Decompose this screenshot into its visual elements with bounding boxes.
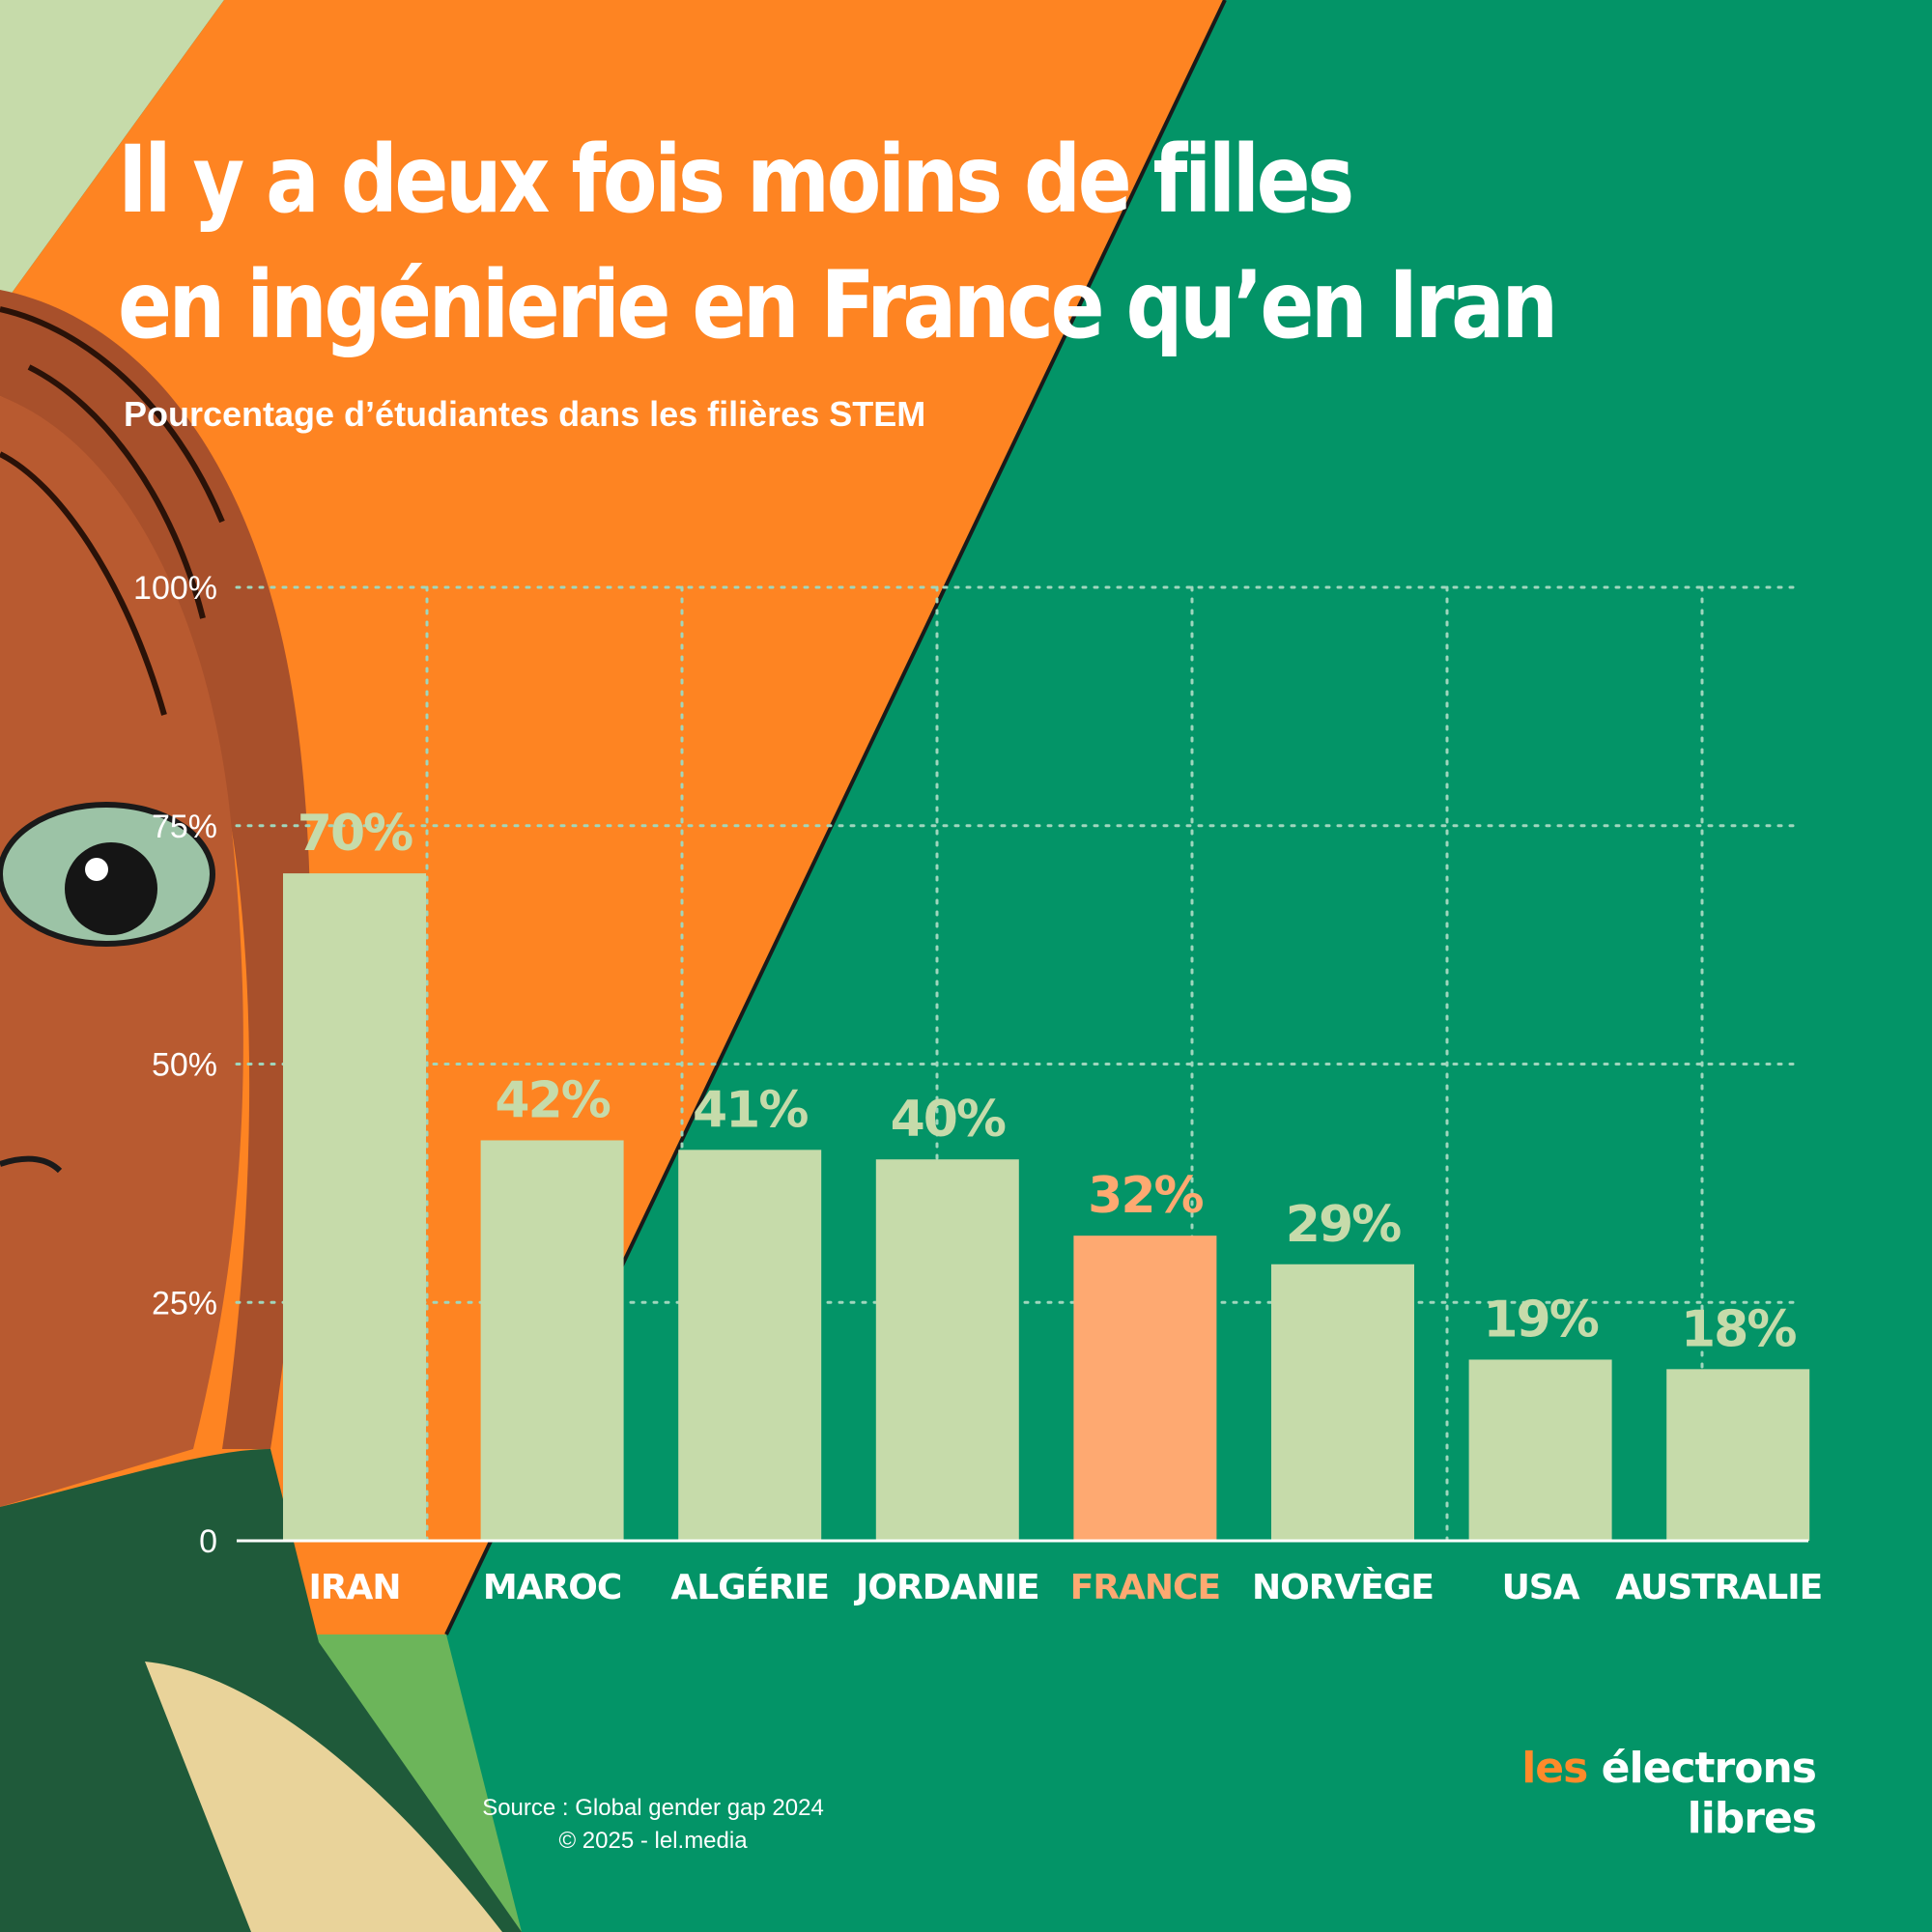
y-tick-label: 100%: [133, 570, 217, 607]
bar-2: [678, 1150, 822, 1541]
title-line-2: en ingénierie en France qu’en Iran: [118, 251, 1558, 359]
bar-6: [1468, 1359, 1612, 1541]
illustrated-girl: [0, 290, 522, 1932]
y-axis-ticks: 0 25% 50% 75% 100%: [133, 570, 217, 1560]
y-tick-label: 25%: [152, 1285, 217, 1321]
value-label: 40%: [891, 1091, 1006, 1149]
x-axis-label: IRAN: [308, 1568, 400, 1607]
logo-word-les: les: [1521, 1744, 1588, 1793]
title-line-1: Il y a deux fois moins de filles: [118, 126, 1354, 234]
bar-7: [1666, 1369, 1810, 1541]
value-label: 41%: [693, 1081, 808, 1139]
x-axis-label: AUSTRALIE: [1615, 1568, 1822, 1607]
value-label: 42%: [495, 1071, 610, 1129]
source-text: Source : Global gender gap 2024: [482, 1795, 824, 1821]
subtitle: Pourcentage d’étudiantes dans les filièr…: [124, 394, 926, 434]
value-label: 29%: [1286, 1196, 1401, 1254]
value-label: 18%: [1681, 1300, 1796, 1358]
bar-0: [283, 873, 426, 1541]
x-axis-label: JORDANIE: [853, 1568, 1039, 1607]
y-tick-label: 50%: [152, 1047, 217, 1084]
source-note: Source : Global gender gap 2024 © 2025 -…: [460, 1792, 846, 1858]
logo-line-1: les électrons: [1488, 1744, 1817, 1794]
x-axis-label: ALGÉRIE: [670, 1567, 829, 1607]
bar-4: [1073, 1236, 1217, 1541]
brand-logo: les électrons libres: [1488, 1744, 1817, 1844]
y-tick-label: 0: [199, 1523, 217, 1560]
bar-3: [875, 1159, 1019, 1541]
x-axis-label: MAROC: [483, 1568, 621, 1607]
logo-word-libres: libres: [1687, 1794, 1817, 1843]
value-label: 70%: [298, 805, 412, 863]
copyright-text: © 2025 - lel.media: [558, 1828, 748, 1854]
x-axis-label: FRANCE: [1070, 1568, 1220, 1607]
bar-5: [1271, 1264, 1414, 1541]
value-label: 19%: [1483, 1291, 1598, 1349]
value-labels: 70% 42% 41% 40% 32% 29% 19% 18%: [298, 805, 1799, 1358]
x-axis-label: USA: [1502, 1568, 1580, 1607]
value-label: 32%: [1088, 1167, 1203, 1225]
logo-word-electrons: électrons: [1601, 1744, 1817, 1793]
bars: [283, 873, 1810, 1541]
y-tick-label: 75%: [152, 809, 217, 845]
bar-1: [480, 1140, 624, 1541]
x-axis-labels: IRAN MAROC ALGÉRIE JORDANIE FRANCE NORVÈGE USA…: [308, 1567, 1823, 1607]
x-axis-label: NORVÈGE: [1252, 1567, 1434, 1607]
